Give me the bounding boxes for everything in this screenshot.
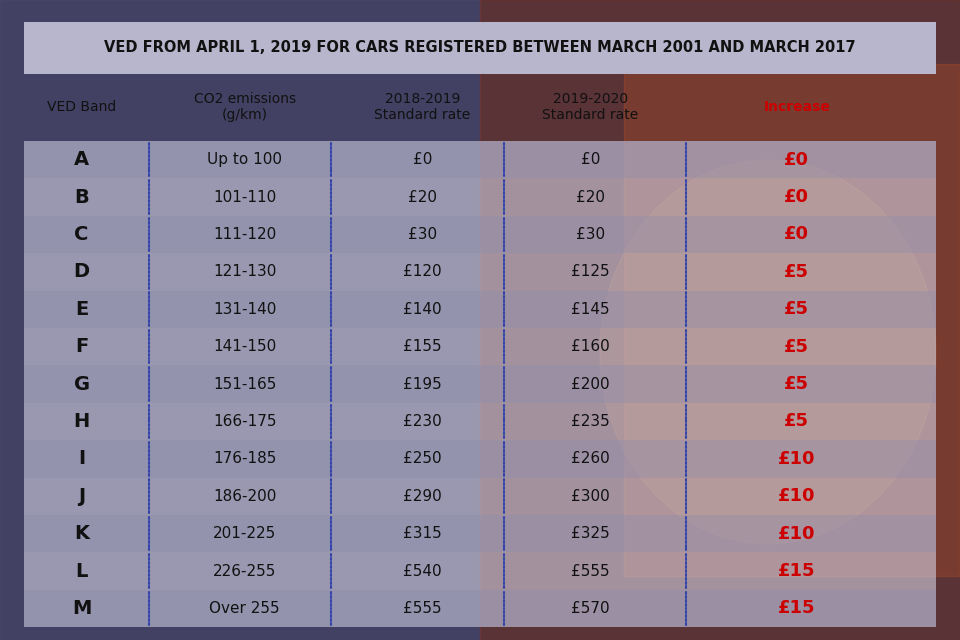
Text: J: J bbox=[78, 487, 85, 506]
Bar bbox=[24, 552, 936, 590]
Text: 131-140: 131-140 bbox=[213, 301, 276, 317]
Bar bbox=[24, 440, 936, 477]
Text: Increase: Increase bbox=[763, 100, 830, 115]
Text: G: G bbox=[74, 374, 89, 394]
Text: 176-185: 176-185 bbox=[213, 451, 276, 467]
Text: F: F bbox=[75, 337, 88, 356]
Bar bbox=[24, 403, 936, 440]
Bar bbox=[24, 179, 936, 216]
Text: £200: £200 bbox=[571, 376, 610, 392]
Bar bbox=[24, 477, 936, 515]
Text: L: L bbox=[76, 561, 87, 580]
Text: £145: £145 bbox=[571, 301, 610, 317]
Text: £555: £555 bbox=[571, 564, 610, 579]
Bar bbox=[24, 141, 936, 179]
Text: £120: £120 bbox=[403, 264, 442, 279]
Text: £5: £5 bbox=[784, 263, 809, 281]
Text: 226-255: 226-255 bbox=[213, 564, 276, 579]
Text: CO2 emissions
(g/km): CO2 emissions (g/km) bbox=[194, 92, 296, 122]
Text: £0: £0 bbox=[784, 150, 809, 168]
Text: 141-150: 141-150 bbox=[213, 339, 276, 354]
Text: £5: £5 bbox=[784, 338, 809, 356]
Bar bbox=[24, 515, 936, 552]
Text: £195: £195 bbox=[403, 376, 442, 392]
Bar bbox=[24, 291, 936, 328]
Text: VED FROM APRIL 1, 2019 FOR CARS REGISTERED BETWEEN MARCH 2001 AND MARCH 2017: VED FROM APRIL 1, 2019 FOR CARS REGISTER… bbox=[105, 40, 855, 56]
Text: £0: £0 bbox=[784, 225, 809, 243]
Text: A: A bbox=[74, 150, 89, 169]
Text: 166-175: 166-175 bbox=[213, 414, 276, 429]
Text: 121-130: 121-130 bbox=[213, 264, 276, 279]
Text: £235: £235 bbox=[571, 414, 610, 429]
Text: £20: £20 bbox=[576, 189, 605, 205]
Text: £555: £555 bbox=[403, 601, 442, 616]
Bar bbox=[24, 253, 936, 291]
Text: K: K bbox=[74, 524, 89, 543]
Text: £140: £140 bbox=[403, 301, 442, 317]
Bar bbox=[480, 0, 960, 640]
Text: £5: £5 bbox=[784, 375, 809, 393]
Text: E: E bbox=[75, 300, 88, 319]
Text: £10: £10 bbox=[778, 487, 816, 506]
Text: £160: £160 bbox=[571, 339, 610, 354]
Bar bbox=[24, 365, 936, 403]
Text: H: H bbox=[74, 412, 89, 431]
Text: Over 255: Over 255 bbox=[209, 601, 280, 616]
Text: £5: £5 bbox=[784, 412, 809, 431]
Text: £325: £325 bbox=[571, 526, 610, 541]
Text: B: B bbox=[74, 188, 89, 207]
Text: £260: £260 bbox=[571, 451, 610, 467]
Text: C: C bbox=[75, 225, 88, 244]
Text: I: I bbox=[78, 449, 85, 468]
Text: £30: £30 bbox=[576, 227, 605, 242]
Text: £20: £20 bbox=[408, 189, 437, 205]
Text: 2018-2019
Standard rate: 2018-2019 Standard rate bbox=[374, 92, 470, 122]
Text: £10: £10 bbox=[778, 525, 816, 543]
Text: 151-165: 151-165 bbox=[213, 376, 276, 392]
Bar bbox=[24, 328, 936, 365]
Text: £230: £230 bbox=[403, 414, 442, 429]
Bar bbox=[24, 590, 936, 627]
Text: Up to 100: Up to 100 bbox=[207, 152, 282, 167]
Text: £125: £125 bbox=[571, 264, 610, 279]
Bar bbox=[24, 22, 936, 74]
Text: £315: £315 bbox=[403, 526, 442, 541]
Text: £15: £15 bbox=[778, 562, 816, 580]
Text: £155: £155 bbox=[403, 339, 442, 354]
Text: M: M bbox=[72, 599, 91, 618]
Text: £290: £290 bbox=[403, 489, 442, 504]
Text: £10: £10 bbox=[778, 450, 816, 468]
Ellipse shape bbox=[600, 160, 936, 544]
Text: 111-120: 111-120 bbox=[213, 227, 276, 242]
Text: £0: £0 bbox=[581, 152, 600, 167]
Text: £5: £5 bbox=[784, 300, 809, 318]
Bar bbox=[0, 0, 480, 640]
Text: 2019-2020
Standard rate: 2019-2020 Standard rate bbox=[542, 92, 638, 122]
Text: VED Band: VED Band bbox=[47, 100, 116, 115]
Text: £15: £15 bbox=[778, 600, 816, 618]
Text: 101-110: 101-110 bbox=[213, 189, 276, 205]
Text: D: D bbox=[74, 262, 89, 282]
Text: £0: £0 bbox=[413, 152, 432, 167]
Bar bbox=[24, 216, 936, 253]
Text: £300: £300 bbox=[571, 489, 610, 504]
Text: £0: £0 bbox=[784, 188, 809, 206]
Text: 186-200: 186-200 bbox=[213, 489, 276, 504]
Text: £250: £250 bbox=[403, 451, 442, 467]
Text: 201-225: 201-225 bbox=[213, 526, 276, 541]
Text: £570: £570 bbox=[571, 601, 610, 616]
Text: £30: £30 bbox=[408, 227, 437, 242]
Bar bbox=[624, 64, 960, 576]
Text: £540: £540 bbox=[403, 564, 442, 579]
